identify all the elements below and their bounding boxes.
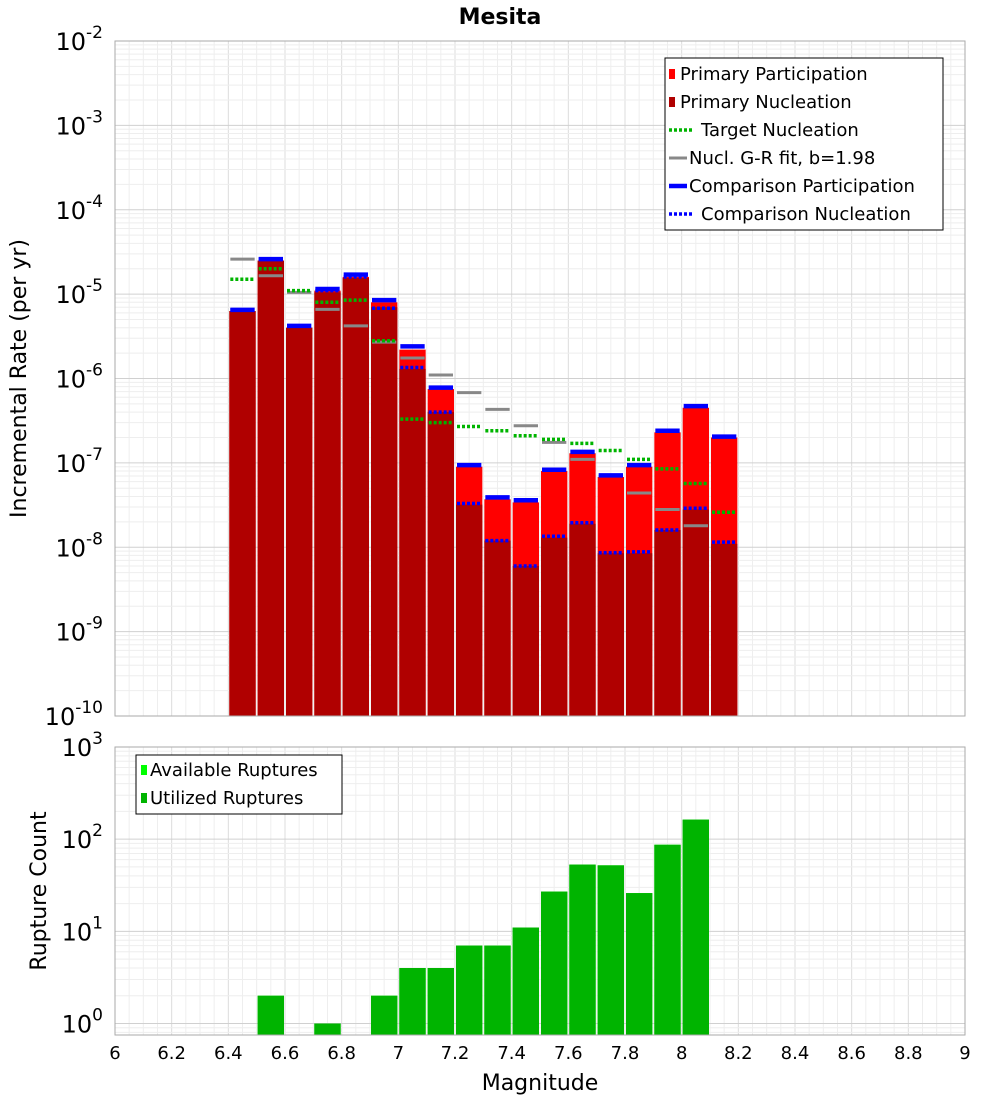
primary-nucleation-bar — [711, 543, 738, 716]
top-panel-y-tick-label: 10-6 — [56, 361, 104, 394]
top-panel-bars — [229, 260, 738, 716]
chart-title: Mesita — [459, 5, 542, 30]
legend-label: Available Ruptures — [150, 760, 318, 781]
bottom-panel-bars — [257, 819, 709, 1035]
primary-nucleation-bar — [682, 509, 709, 716]
utilized-ruptures-bar — [484, 945, 511, 1035]
x-tick-label: 6.8 — [327, 1043, 356, 1064]
legend-label: Primary Participation — [680, 64, 868, 85]
top-panel-y-tick-label: 10-4 — [56, 192, 104, 225]
utilized-ruptures-bar — [512, 927, 539, 1035]
primary-nucleation-bar — [597, 553, 624, 716]
x-tick-label: 7.6 — [554, 1043, 583, 1064]
top-panel-grid — [114, 40, 966, 717]
bottom-panel-y-tick-label: 101 — [62, 913, 103, 946]
x-tick-label: 7.8 — [611, 1043, 640, 1064]
primary-nucleation-bar — [342, 278, 369, 716]
top-panel-y-tick-label: 10-3 — [56, 107, 104, 140]
legend-label: Primary Nucleation — [680, 92, 852, 113]
primary-nucleation-bar — [314, 292, 341, 716]
top-panel-y-tick-label: 10-10 — [45, 698, 103, 731]
x-tick-label: 8.4 — [781, 1043, 810, 1064]
utilized-ruptures-bar — [456, 945, 483, 1035]
x-tick-label: 7.4 — [497, 1043, 526, 1064]
bottom-y-axis-title: Rupture Count — [27, 811, 52, 971]
utilized-ruptures-bar — [399, 967, 426, 1035]
primary-nucleation-bar — [569, 523, 596, 716]
utilized-ruptures-bar — [427, 967, 454, 1035]
bottom-panel-y-tick-label: 102 — [62, 821, 103, 854]
top-panel-y-ticks: 10-10 10-9 10-8 10-7 10-6 10-5 10-4 10-3 10-2 — [45, 23, 103, 731]
primary-nucleation-bar — [286, 327, 313, 716]
top-legend: Primary Participation Primary Nucleation T… — [664, 57, 944, 231]
utilized-ruptures-bar — [314, 1023, 341, 1035]
x-tick-label: 6.2 — [157, 1043, 186, 1064]
primary-nucleation-bar — [626, 553, 653, 716]
top-panel-y-tick-label: 10-7 — [56, 445, 104, 478]
top-y-axis-title: Incremental Rate (per yr) — [7, 239, 32, 518]
legend-label: Comparison Nucleation — [701, 204, 911, 225]
x-tick-label: 8.2 — [724, 1043, 753, 1064]
legend-label: Target Nucleation — [700, 120, 859, 141]
utilized-ruptures-bar — [541, 891, 568, 1035]
primary-nucleation-bar — [541, 537, 568, 716]
bottom-panel-y-tick-label: 103 — [62, 729, 103, 762]
utilized-ruptures-bar — [654, 844, 681, 1035]
top-panel-y-tick-label: 10-8 — [56, 529, 104, 562]
legend-swatch — [141, 793, 147, 803]
legend-label: Comparison Participation — [689, 176, 915, 197]
legend-swatch — [669, 69, 675, 79]
bottom-panel-y-tick-label: 100 — [62, 1005, 103, 1038]
top-panel-frame — [114, 40, 966, 717]
primary-nucleation-bar — [654, 530, 681, 716]
top-panel-y-tick-label: 10-9 — [56, 614, 104, 647]
x-tick-label: 6.6 — [271, 1043, 300, 1064]
primary-nucleation-bar — [399, 368, 426, 716]
primary-nucleation-bar — [512, 565, 539, 716]
utilized-ruptures-bar — [682, 819, 709, 1035]
primary-nucleation-bar — [484, 540, 511, 716]
bottom-panel-frame — [114, 746, 966, 1036]
legend-swatch — [141, 765, 147, 775]
top-panel-markers — [230, 256, 737, 568]
bottom-panel-y-ticks: 100 101 102 103 — [62, 729, 103, 1038]
x-tick-label: 8 — [676, 1043, 687, 1064]
x-tick-label: 7.2 — [441, 1043, 470, 1064]
utilized-ruptures-bar — [371, 995, 398, 1035]
primary-nucleation-bar — [371, 307, 398, 716]
x-tick-label: 8.6 — [837, 1043, 866, 1064]
top-legend-box — [664, 57, 944, 231]
x-tick-label: 7 — [393, 1043, 404, 1064]
top-panel-y-tick-label: 10-5 — [56, 276, 104, 309]
x-tick-label: 6 — [109, 1043, 120, 1064]
legend-label: Utilized Ruptures — [150, 788, 303, 809]
x-tick-label: 6.4 — [214, 1043, 243, 1064]
bottom-legend: Available Ruptures Utilized Ruptures — [135, 754, 343, 815]
primary-nucleation-bar — [257, 260, 284, 716]
utilized-ruptures-bar — [626, 893, 653, 1035]
utilized-ruptures-bar — [597, 865, 624, 1035]
x-axis-ticks: 6 6.2 6.4 6.6 6.8 7 7.2 7.4 7.6 7.8 8 8.2 8.4 8.6 8.8 9 — [109, 1043, 970, 1064]
primary-nucleation-bar — [427, 412, 454, 716]
legend-label: Nucl. G-R fit, b=1.98 — [689, 148, 875, 169]
primary-nucleation-bar — [456, 504, 483, 716]
utilized-ruptures-bar — [257, 995, 284, 1035]
primary-nucleation-bar — [229, 311, 256, 716]
bottom-legend-box — [135, 754, 343, 815]
x-axis-title: Magnitude — [482, 1071, 599, 1096]
legend-swatch — [669, 97, 675, 107]
x-tick-label: 8.8 — [894, 1043, 923, 1064]
top-panel-y-tick-label: 10-2 — [56, 23, 104, 56]
utilized-ruptures-bar — [569, 864, 596, 1035]
x-tick-label: 9 — [959, 1043, 970, 1064]
